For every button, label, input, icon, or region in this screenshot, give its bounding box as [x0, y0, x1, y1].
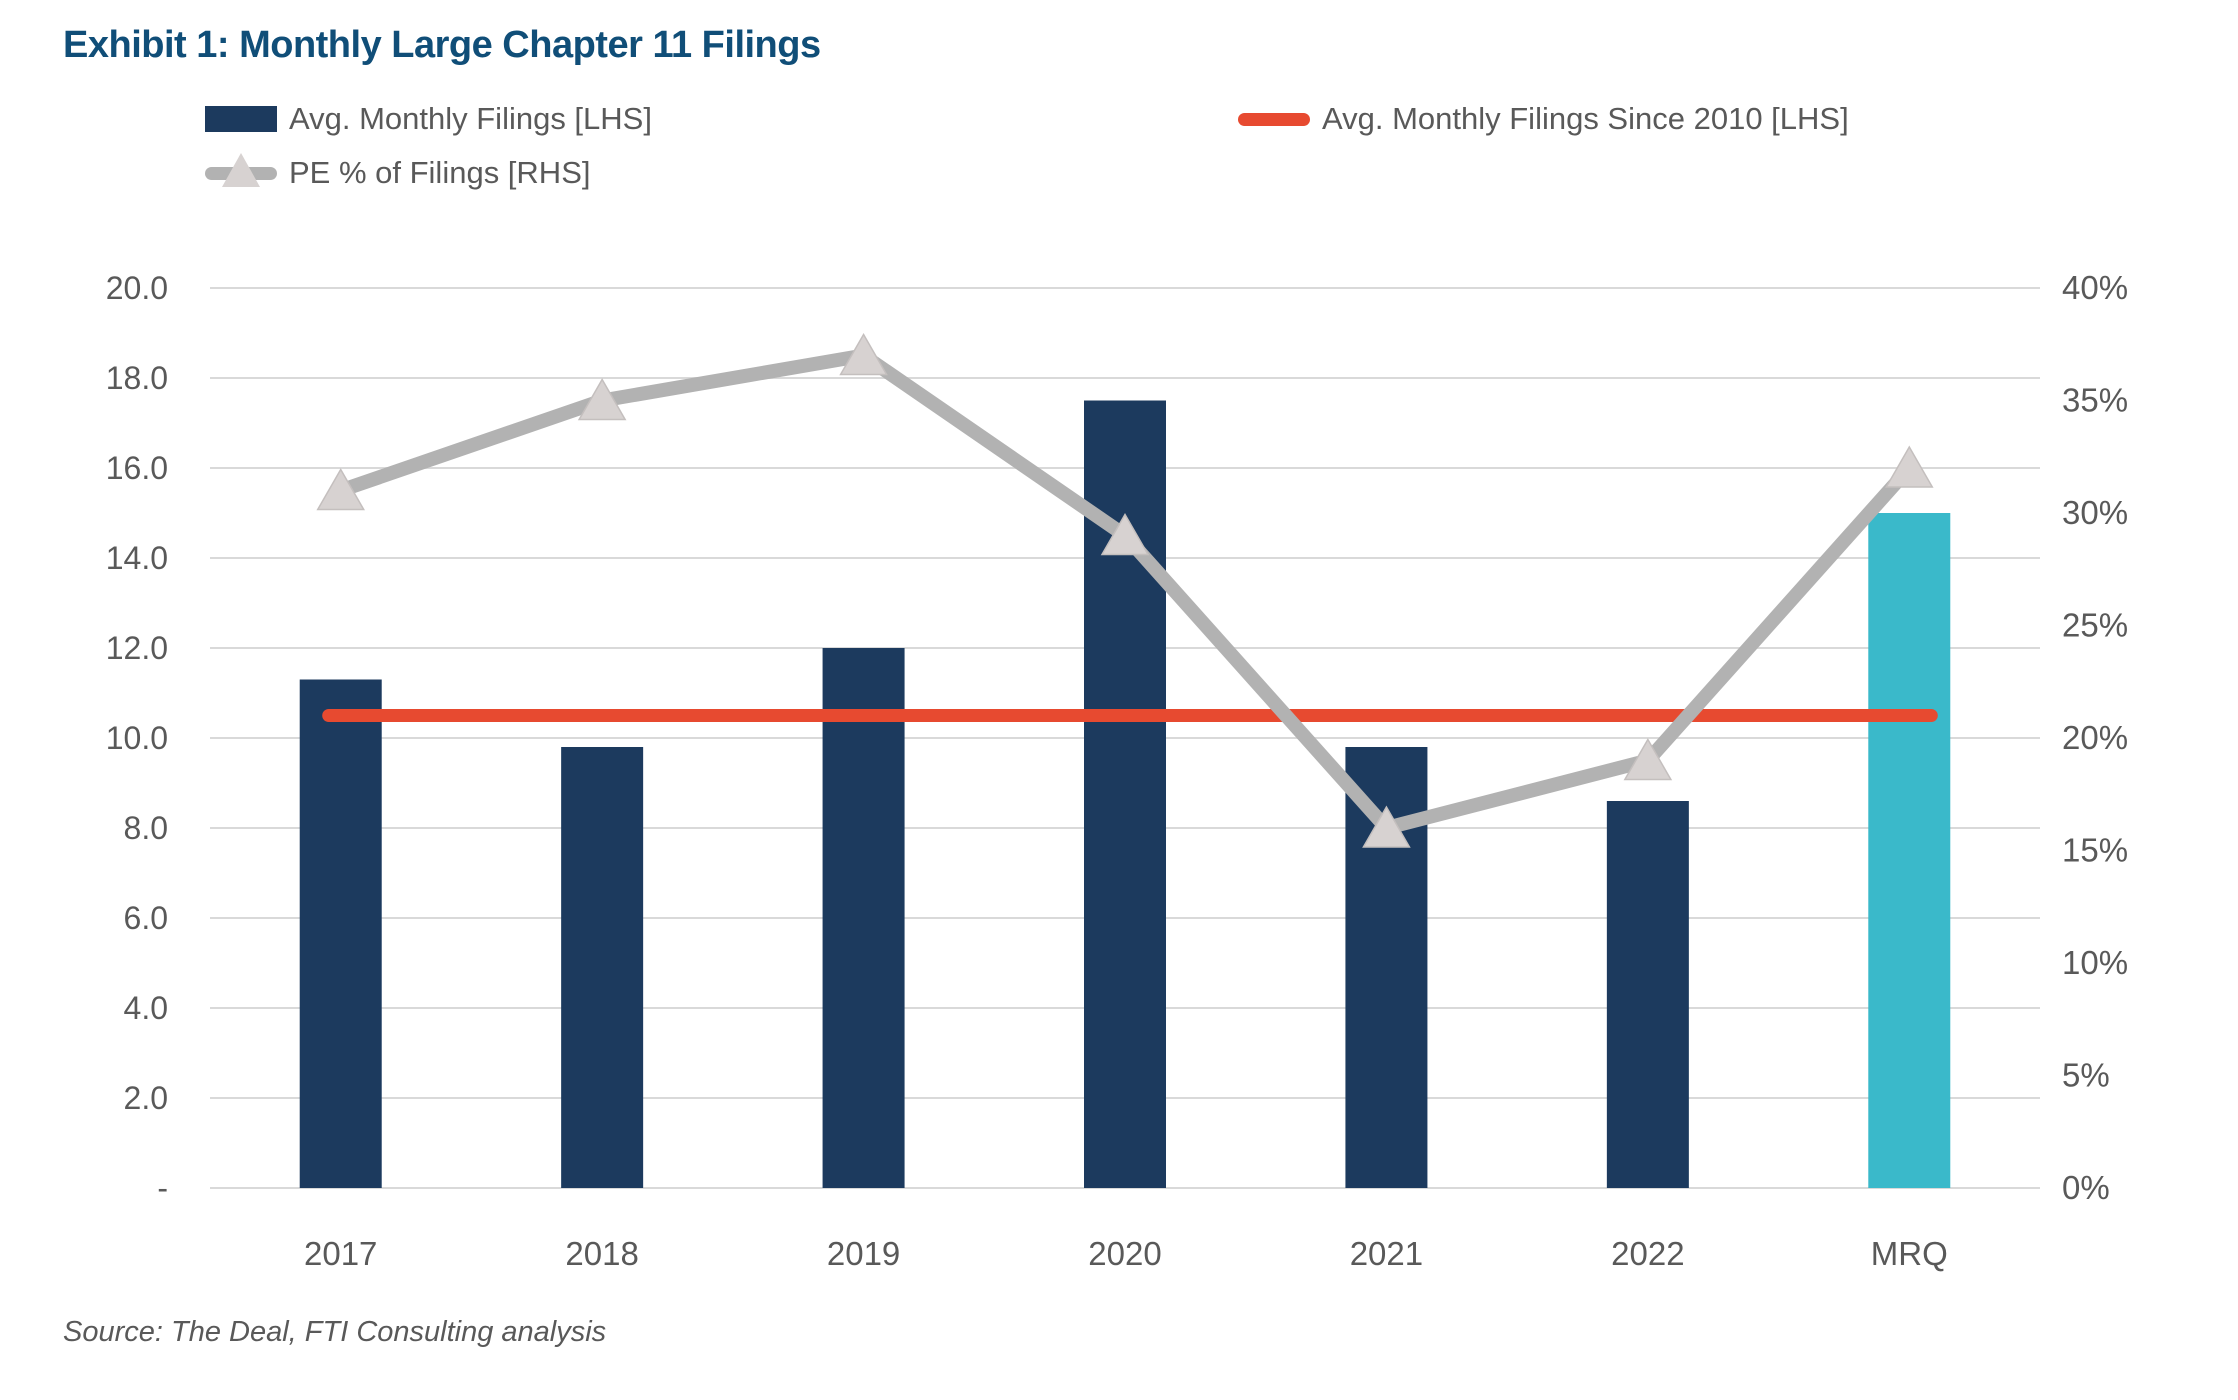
y-axis-left-tick-label: 20.0: [106, 270, 168, 306]
x-axis-label-2022: 2022: [1611, 1235, 1684, 1272]
pe-marker-2018: [577, 377, 627, 421]
legend-label: PE % of Filings [RHS]: [289, 155, 591, 190]
x-axis-label-2019: 2019: [827, 1235, 900, 1272]
pe-marker-2017: [316, 467, 366, 511]
y-axis-right-tick-label: 5%: [2062, 1057, 2110, 1094]
pe-marker-2020: [1100, 512, 1150, 556]
x-axis-label-2021: 2021: [1350, 1235, 1423, 1272]
pe-marker-2019: [839, 332, 888, 376]
chart-title: Exhibit 1: Monthly Large Chapter 11 Fili…: [63, 24, 821, 66]
y-axis-right-tick-label: 20%: [2062, 719, 2128, 756]
legend-label: Avg. Monthly Filings [LHS]: [289, 101, 652, 136]
bar-MRQ: [1868, 513, 1951, 1188]
pe-marker-MRQ: [1884, 445, 1934, 488]
legend-item-avg-monthly-filings: Avg. Monthly Filings [LHS]: [205, 98, 652, 140]
x-axis-label-MRQ: MRQ: [1871, 1235, 1948, 1272]
bar-2017: [299, 679, 382, 1188]
x-axis-label-2020: 2020: [1088, 1235, 1161, 1272]
y-axis-right-tick-label: 10%: [2062, 944, 2128, 981]
triangle-marker-icon: [222, 152, 260, 187]
legend-item-pe-pct-of-filings: PE % of Filings [RHS]: [205, 152, 590, 194]
pe-marker-2021: [1362, 805, 1411, 848]
source-note: Source: The Deal, FTI Consulting analysi…: [63, 1316, 607, 1348]
y-axis-left-tick-label: 16.0: [106, 450, 168, 486]
bar-swatch-icon: [205, 106, 277, 132]
red-line-swatch-icon: [1238, 112, 1310, 126]
x-axis-label-2018: 2018: [565, 1235, 638, 1272]
y-axis-right-tick-label: 30%: [2062, 494, 2128, 531]
y-axis-right-tick-label: 0%: [2062, 1169, 2110, 1206]
y-axis-left-tick-label: 14.0: [106, 540, 168, 576]
y-axis-left-tick-label: -: [157, 1170, 168, 1206]
legend-item-avg-since-2010: Avg. Monthly Filings Since 2010 [LHS]: [1238, 98, 1849, 140]
y-axis-left-tick-label: 6.0: [124, 900, 168, 936]
bar-2019: [822, 648, 905, 1188]
y-axis-left-tick-label: 8.0: [124, 810, 168, 846]
y-axis-left-tick-label: 12.0: [106, 630, 168, 666]
y-axis-right-tick-label: 25%: [2062, 607, 2128, 644]
y-axis-right-tick-label: 35%: [2062, 382, 2128, 419]
pe-marker-2022: [1623, 737, 1673, 781]
y-axis-left-tick-label: 10.0: [106, 720, 168, 756]
y-axis-right-tick-label: 15%: [2062, 832, 2128, 869]
y-axis-right-tick-label: 40%: [2062, 269, 2128, 306]
y-axis-left-tick-label: 18.0: [106, 360, 168, 396]
gray-line-swatch-icon: [205, 152, 277, 187]
y-axis-left-tick-label: 2.0: [124, 1080, 168, 1116]
y-axis-left-tick-label: 4.0: [124, 990, 168, 1026]
bar-2018: [561, 747, 644, 1188]
bar-2022: [1606, 801, 1689, 1188]
legend-label: Avg. Monthly Filings Since 2010 [LHS]: [1322, 101, 1849, 136]
x-axis-label-2017: 2017: [304, 1235, 377, 1272]
